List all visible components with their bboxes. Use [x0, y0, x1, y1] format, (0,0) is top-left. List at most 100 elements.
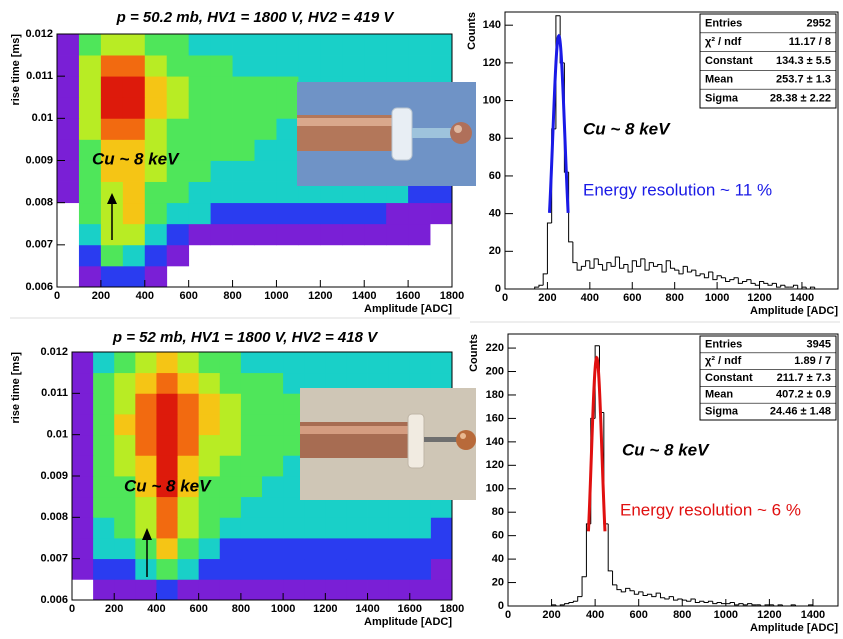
y-tick-label: 0 — [498, 600, 504, 612]
x-tick-label: 1000 — [705, 292, 729, 304]
heatmap-cell — [156, 538, 178, 559]
heatmap-cell — [123, 97, 145, 118]
heatmap-cell — [57, 182, 79, 203]
heatmap-cell — [167, 182, 189, 203]
heatmap-cell — [389, 517, 411, 538]
photo-inset — [297, 82, 476, 186]
x-tick-label: 400 — [586, 609, 604, 621]
heatmap-cell — [199, 538, 221, 559]
heatmap-cell — [342, 55, 364, 76]
heatmap-cell — [135, 497, 157, 518]
heatmap-cell — [211, 224, 233, 245]
heatmap-cell — [364, 34, 386, 55]
y-tick-label: 0.007 — [25, 239, 53, 251]
heatmap-cell — [241, 517, 263, 538]
heatmap-cell — [368, 559, 390, 580]
heatmap-cell — [255, 97, 277, 118]
x-tick-label: 600 — [623, 292, 641, 304]
heatmap-cell — [211, 55, 233, 76]
heatmap-cell — [167, 76, 189, 97]
heatmap-cell — [135, 352, 157, 373]
heatmap-cell — [114, 497, 136, 518]
heatmap-cell — [342, 203, 364, 224]
heatmap-cell — [241, 559, 263, 580]
stats-label: χ² / ndf — [705, 36, 742, 48]
heatmap-cell — [255, 224, 277, 245]
heatmap-cell — [233, 203, 255, 224]
y-tick-label: 40 — [492, 553, 504, 565]
heatmap-cell — [430, 34, 452, 55]
heatmap-cell — [145, 266, 167, 287]
heatmap-cell — [101, 34, 123, 55]
heatmap-cell — [389, 352, 411, 373]
heatmap-cell — [255, 139, 277, 160]
heatmap-cell — [114, 414, 136, 435]
annotation: Cu ~ 8 keV — [92, 149, 180, 168]
stats-label: Entries — [705, 17, 742, 29]
heatmap-cell — [72, 538, 94, 559]
chart-title: p = 50.2 mb, HV1 = 1800 V, HV2 = 419 V — [116, 9, 396, 26]
heatmap-cell — [276, 203, 298, 224]
heatmap-cell — [135, 435, 157, 456]
heatmap-cell — [368, 579, 390, 600]
heatmap-cell — [346, 352, 368, 373]
heatmap-cell — [199, 414, 221, 435]
heatmap-cell — [364, 203, 386, 224]
heatmap-cell — [72, 517, 94, 538]
heatmap-cell — [283, 559, 305, 580]
heatmap-cell — [298, 55, 320, 76]
heatmap-cell — [114, 538, 136, 559]
heatmap-cell — [211, 118, 233, 139]
heatmap-cell — [346, 579, 368, 600]
heatmap-cell — [262, 579, 284, 600]
heatmap-cell — [123, 224, 145, 245]
y-tick-label: 0.006 — [40, 594, 68, 606]
x-axis-label: Amplitude [ADC] — [750, 305, 838, 317]
heatmap-cell — [123, 34, 145, 55]
heatmap-cell — [241, 373, 263, 394]
y-tick-label: 220 — [486, 342, 504, 354]
y-tick-label: 180 — [486, 389, 504, 401]
heatmap-cell — [211, 161, 233, 182]
heatmap-cell — [241, 455, 263, 476]
y-tick-label: 0.008 — [40, 511, 68, 523]
heatmap-cell — [255, 55, 277, 76]
stats-label: Mean — [705, 389, 733, 401]
heatmap-cell — [189, 161, 211, 182]
heatmap-cell — [57, 161, 79, 182]
heatmap-cell — [101, 55, 123, 76]
heatmap-cell — [156, 435, 178, 456]
heatmap-cell — [79, 182, 101, 203]
heatmap-cell — [241, 579, 263, 600]
x-tick-label: 1400 — [790, 292, 814, 304]
heatmap-cell — [233, 224, 255, 245]
heatmap-cell — [189, 97, 211, 118]
heatmap-cell — [101, 266, 123, 287]
heatmap-cell — [386, 203, 408, 224]
x-axis-label: Amplitude [ADC] — [364, 616, 452, 628]
heatmap-cell — [220, 352, 242, 373]
heatmap-cell — [135, 414, 157, 435]
heatmap-cell — [156, 393, 178, 414]
heatmap-cell — [178, 352, 200, 373]
heatmap-cell — [189, 76, 211, 97]
heatmap-cell — [262, 455, 284, 476]
heatmap-cell — [220, 455, 242, 476]
x-tick-label: 200 — [92, 290, 110, 302]
heatmap-cell — [220, 559, 242, 580]
heatmap-cell — [276, 118, 298, 139]
x-tick-label: 600 — [189, 603, 207, 615]
y-axis-label: Counts — [466, 12, 478, 50]
x-tick-label: 0 — [502, 292, 508, 304]
y-tick-label: 80 — [492, 506, 504, 518]
heatmap-cell — [156, 497, 178, 518]
heatmap-cell — [364, 55, 386, 76]
heatmap-cell — [220, 517, 242, 538]
heatmap-cell — [298, 203, 320, 224]
annotation: Energy resolution ~ 6 % — [620, 500, 801, 519]
stats-label: Mean — [705, 74, 733, 86]
stats-label: Sigma — [705, 406, 739, 418]
heatmap-cell — [276, 97, 298, 118]
y-tick-label: 80 — [489, 132, 501, 144]
heatmap-cell — [276, 182, 298, 203]
